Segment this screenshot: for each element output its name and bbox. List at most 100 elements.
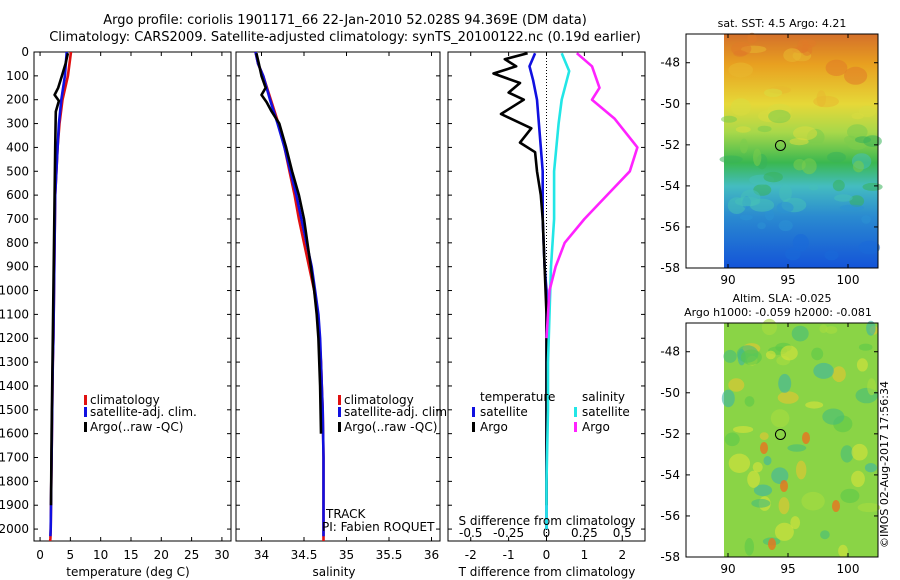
map-x-tick-label: 100 [837, 273, 860, 287]
sst-map: sat. SST: 4.5 Argo: 4.21 90 95 100 -48 -50 -5… [660, 17, 883, 287]
sla-patch [864, 463, 877, 473]
sla-patch [851, 443, 868, 461]
sla-patch [733, 426, 754, 433]
map-y-tick-label: -50 [660, 386, 680, 400]
sst-patch [719, 155, 743, 164]
sla-high-patch [780, 480, 788, 492]
legend-label-t-argo: Argo [480, 420, 508, 434]
temperature-legend: climatology satellite-adj. clim. Argo(..… [84, 393, 197, 434]
x-tick-label: 5 [67, 548, 75, 562]
sla-patch [724, 432, 740, 447]
sla-map-axes-box [685, 322, 879, 558]
y-tick-label: 1900 [0, 498, 29, 512]
sst-patch [855, 136, 871, 144]
legend-label-argo: Argo(..raw -QC) [344, 420, 437, 434]
sst-patch [779, 184, 792, 202]
sst-patch [847, 124, 868, 140]
sla-map-title-line2: Argo h1000: -0.059 h2000: -0.081 [684, 306, 872, 319]
sst-patch [825, 59, 848, 76]
pi-label: PI: Fabien ROQUET [322, 520, 435, 534]
y-tick-label: 800 [6, 236, 29, 250]
sst-patch [861, 215, 871, 224]
sst-patch [739, 214, 753, 221]
sla-patch [777, 391, 799, 404]
sst-patch [801, 44, 813, 56]
sla-patch [752, 462, 763, 473]
salinity-panel: 34 34.5 35 35.5 36 salinity climatology sate… [235, 51, 451, 579]
sst-patch [785, 247, 801, 261]
legend-title-salinity: salinity [582, 390, 625, 404]
salinity-axes-box [235, 51, 441, 542]
sla-patch [819, 324, 828, 334]
sst-patch [824, 250, 839, 261]
legend-label-climatology: climatology [90, 393, 160, 407]
map-y-tick-label: -54 [660, 468, 680, 482]
legend-swatch-argo [84, 422, 87, 432]
sla-high-patch [760, 442, 768, 454]
map-y-tick-label: -56 [660, 220, 680, 234]
sla-patch [851, 470, 865, 488]
legend-label-t-satellite: satellite [480, 405, 528, 419]
sst-patch [862, 182, 883, 191]
legend-label-satellite: satellite-adj. clim. [90, 405, 197, 419]
sst-patch [764, 208, 775, 221]
x-tick-label: 34 [254, 548, 269, 562]
y-tick-label: 500 [6, 164, 29, 178]
map-y-tick-label: -54 [660, 179, 680, 193]
map-x-tick-label: 95 [780, 273, 795, 287]
x-tick-label: 34.5 [291, 548, 318, 562]
sla-patch [761, 318, 778, 336]
map-y-tick-label: -50 [660, 97, 680, 111]
sla-patch [763, 456, 772, 466]
map-y-tick-label: -56 [660, 509, 680, 523]
sla-patch [780, 345, 798, 361]
sst-patch [721, 115, 737, 123]
x-tick-label: 20 [154, 548, 169, 562]
sla-field-detail [721, 318, 881, 558]
difference-legend: temperature salinity satellite Argo sate… [472, 390, 630, 434]
x-tick-label-s: 0.5 [613, 526, 632, 540]
y-tick-label: 1300 [0, 355, 29, 369]
sst-patch [832, 179, 845, 192]
x-tick-label: 15 [123, 548, 138, 562]
x-tick-label-s: -0.25 [493, 526, 524, 540]
sst-patch [801, 158, 817, 175]
y-tick-label: 1400 [0, 379, 29, 393]
sst-patch [853, 160, 864, 173]
series-line-salinity-argo [545, 52, 639, 339]
sst-patch [728, 62, 753, 78]
y-tick-label: 1800 [0, 474, 29, 488]
series-line-argo-raw-qc- [49, 52, 70, 506]
x-tick-label-s: -0.5 [459, 526, 482, 540]
map-y-tick-label: -48 [660, 345, 680, 359]
sla-patch [770, 409, 790, 428]
x-tick-label-s: 0.25 [571, 526, 598, 540]
sla-patch [721, 389, 735, 408]
sla-patch [723, 349, 737, 363]
sla-patch [856, 358, 868, 372]
sla-patch [728, 453, 751, 473]
legend-label-s-argo: Argo [582, 420, 610, 434]
sst-patch [730, 98, 751, 116]
x-tick-label-t: 2 [618, 548, 626, 562]
x-tick-label: 35 [339, 548, 354, 562]
temperature-xlabel: temperature (deg C) [66, 565, 189, 579]
sla-patch [796, 460, 807, 480]
sst-patch [733, 50, 747, 57]
sla-patch [832, 366, 846, 383]
track-label: TRACK [325, 507, 367, 521]
sst-patch [834, 194, 853, 202]
sla-patch [857, 502, 881, 513]
y-tick-label: 2000 [0, 522, 29, 536]
y-tick-label: 600 [6, 188, 29, 202]
sst-patch [849, 195, 865, 207]
x-tick-label: 35.5 [376, 548, 403, 562]
legend-label-argo: Argo(..raw -QC) [90, 420, 183, 434]
sla-patch [867, 378, 877, 396]
sst-patch [783, 48, 802, 62]
sst-patch [747, 32, 757, 44]
figure-title-line2: Climatology: CARS2009. Satellite-adjuste… [49, 30, 641, 45]
sla-patch [740, 349, 762, 365]
sla-patch [840, 445, 854, 463]
